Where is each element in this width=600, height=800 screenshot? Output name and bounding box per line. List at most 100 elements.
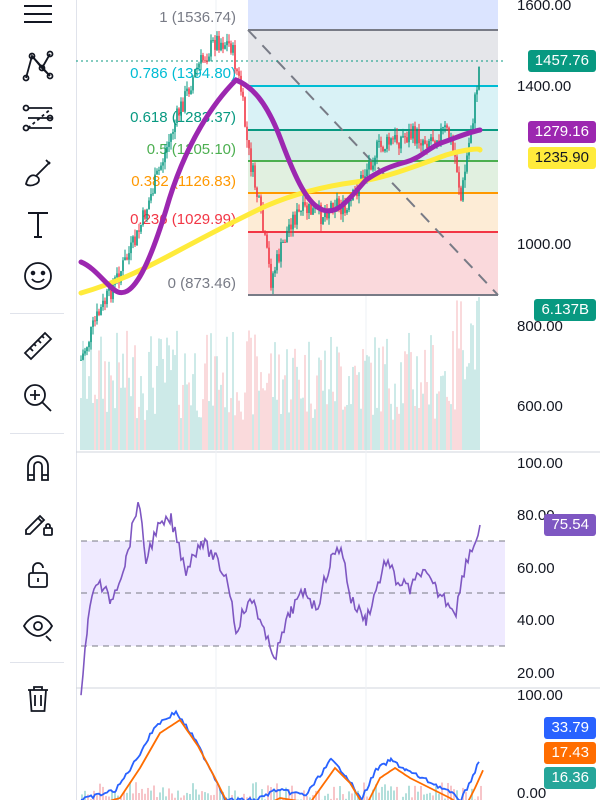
chart-area[interactable]: 1 (1536.74) 0.786 (1394.80) 0.618 (1283.… (76, 0, 600, 800)
candle-body (104, 300, 106, 305)
volume-bar (110, 375, 112, 450)
candle-body (156, 170, 158, 175)
volume-bar (386, 338, 388, 450)
unlock-icon[interactable] (14, 553, 62, 597)
macd-histogram-bar (396, 786, 398, 800)
volume-bar (278, 354, 280, 450)
lock-drawing-icon[interactable] (14, 500, 62, 544)
volume-badge[interactable]: 6.137B (534, 299, 596, 321)
volume-bar (448, 400, 450, 450)
brush-icon[interactable] (14, 150, 62, 194)
candle-body (178, 108, 180, 116)
candle-body (218, 35, 220, 51)
macd-indicator[interactable] (80, 709, 484, 800)
volume-bar (148, 351, 150, 450)
chart-canvas[interactable]: 1 (1536.74) 0.786 (1394.80) 0.618 (1283.… (76, 0, 600, 800)
price-axis-label[interactable]: 1000.00 (517, 236, 571, 253)
volume-bar (368, 356, 370, 450)
volume-bar (328, 389, 330, 450)
candle-body (88, 342, 90, 348)
emoji-icon[interactable] (14, 254, 62, 298)
price-axis-label[interactable]: 1600.00 (517, 0, 571, 14)
macd-histogram-bar (366, 796, 368, 800)
macd-histogram-bar (138, 793, 140, 800)
pattern-icon[interactable] (14, 44, 62, 88)
volume-bar (396, 406, 398, 450)
zoom-in-icon[interactable] (14, 376, 62, 420)
rsi-axis-label[interactable]: 100.00 (517, 455, 563, 472)
candle-body (364, 176, 366, 179)
volume-bar (196, 410, 198, 450)
price-axis-label[interactable]: 1400.00 (517, 78, 571, 95)
fib-retracement-icon[interactable] (14, 96, 62, 140)
fib-trend-line[interactable] (247, 29, 499, 296)
candle-body (424, 140, 426, 144)
candle-body (244, 97, 246, 127)
macd-histogram-bar (348, 791, 350, 800)
volume-bar (102, 398, 104, 450)
moving-average-slow (78, 146, 483, 296)
volume-bar (224, 407, 226, 450)
macd-histogram-bar (168, 788, 170, 800)
price-axis-label[interactable]: 600.00 (517, 398, 563, 415)
volume-bar (158, 338, 160, 450)
ruler-icon[interactable] (14, 324, 62, 368)
volume-bar (136, 418, 138, 450)
candle-body (372, 165, 374, 170)
volume-bar (324, 350, 326, 450)
macd-histogram-bar (306, 796, 308, 800)
fib-retracement-drawing[interactable]: 1 (1536.74) 0.786 (1394.80) 0.618 (1283.… (130, 0, 499, 296)
histogram-value-badge[interactable]: 16.36 (544, 767, 596, 789)
macd-histogram-bar (99, 783, 101, 800)
candle-body (128, 253, 130, 260)
candle-body (246, 126, 248, 141)
macd-axis-label[interactable]: 100.00 (517, 687, 563, 704)
text-icon[interactable] (14, 202, 62, 246)
price-axis-label[interactable]: 800.00 (517, 318, 563, 335)
macd-histogram-bar (372, 789, 374, 800)
candle-body (144, 210, 146, 219)
macd-histogram-bar (171, 793, 173, 800)
rsi-axis-label[interactable]: 60.00 (517, 560, 555, 577)
macd-value-badge[interactable]: 33.79 (544, 717, 596, 739)
ma-slow-badge[interactable]: 1235.90 (527, 147, 596, 169)
ma-fast-badge[interactable]: 1279.16 (527, 121, 596, 143)
fib-zone (248, 86, 498, 130)
candle-body (456, 156, 458, 173)
volume-bar (476, 300, 478, 450)
volume-bar (458, 348, 460, 450)
candle-body (272, 273, 274, 288)
macd-histogram-bar (381, 786, 383, 800)
macd-histogram-bar (261, 789, 263, 800)
volume-bar (456, 300, 458, 450)
volume-bar (312, 417, 314, 450)
volume-bar (84, 349, 86, 450)
trash-icon[interactable] (14, 676, 62, 720)
candle-body (400, 136, 402, 149)
volume-bar (236, 392, 238, 450)
rsi-indicator[interactable] (80, 501, 505, 696)
rsi-axis-label[interactable]: 20.00 (517, 665, 555, 682)
candle-body (130, 242, 132, 254)
volume-bar (316, 375, 318, 450)
candle-body (102, 300, 104, 308)
rsi-axis-label[interactable]: 40.00 (517, 612, 555, 629)
volume-bar (310, 403, 312, 450)
last-price-badge[interactable]: 1457.76 (527, 50, 596, 72)
candle-body (292, 214, 294, 230)
macd-histogram-bar (345, 798, 347, 800)
moving-average-fast (78, 77, 483, 296)
rsi-value-badge[interactable]: 75.54 (544, 514, 596, 536)
macd-axis-label[interactable]: 0.00 (517, 785, 546, 800)
volume-bar (188, 382, 190, 450)
menu-icon[interactable] (14, 0, 62, 36)
candle-body (390, 138, 392, 145)
candle-body (448, 127, 450, 142)
macd-histogram-bar (153, 785, 155, 800)
candle-body (234, 45, 236, 70)
signal-value-badge[interactable]: 17.43 (544, 742, 596, 764)
candle-body (84, 351, 86, 354)
magnet-icon[interactable] (14, 446, 62, 490)
eye-icon[interactable] (14, 604, 62, 648)
macd-histogram-bar (162, 787, 164, 800)
